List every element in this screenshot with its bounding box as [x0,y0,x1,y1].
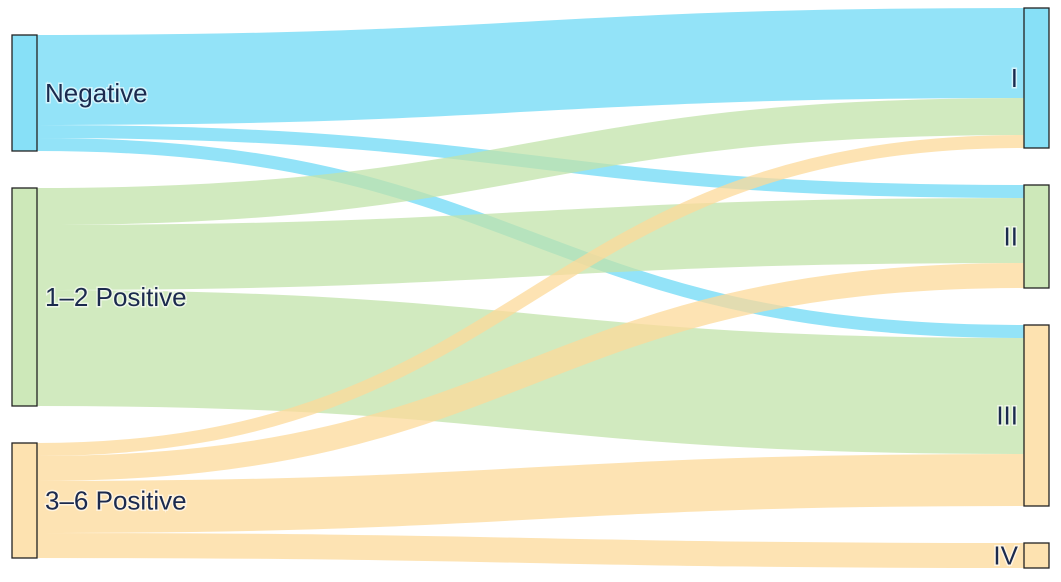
node-label: Negative [45,78,148,108]
node-label: IV [993,540,1018,570]
node-label: II [1004,221,1018,251]
node [11,34,38,152]
node [11,442,38,559]
link [36,135,1025,456]
node [1023,7,1050,149]
node-label: 3–6 Positive [45,485,187,515]
link [36,263,1025,481]
node [1023,324,1050,507]
node [11,187,38,407]
node-label: I [1011,63,1018,93]
link [36,454,1025,533]
link [36,8,1025,125]
node [1023,542,1050,569]
node-label: 1–2 Positive [45,282,187,312]
links [36,8,1025,568]
node-label: III [996,400,1018,430]
node [1023,184,1050,289]
link [36,198,1025,290]
link [36,98,1025,225]
link [36,533,1025,568]
